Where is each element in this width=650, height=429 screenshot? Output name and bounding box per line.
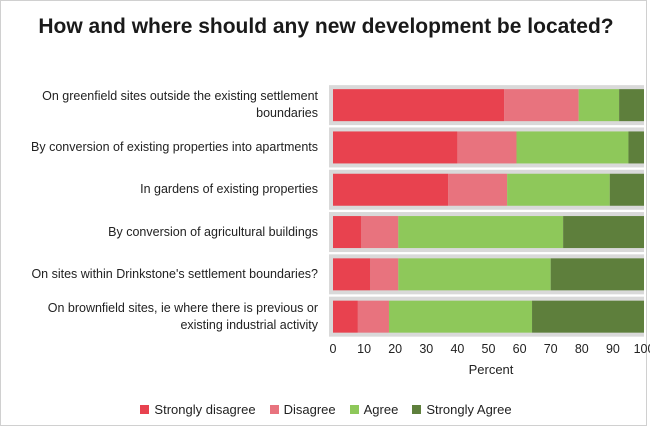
bar-segment <box>333 173 449 206</box>
legend-label: Strongly Agree <box>426 402 512 417</box>
category-label: On greenfield sites outside the existing… <box>42 89 318 121</box>
bar-segment <box>333 89 505 122</box>
legend-item: Agree <box>349 402 399 417</box>
x-axis-title: Percent <box>468 362 514 377</box>
legend-swatch <box>412 405 422 414</box>
bar-segment <box>550 258 644 291</box>
category-label: By conversion of existing properties int… <box>31 139 318 154</box>
x-tick-label: 20 <box>388 342 402 356</box>
bar-segment <box>516 131 629 164</box>
bar-segment <box>398 216 564 249</box>
category-label: On sites within Drinkstone's settlement … <box>31 266 318 281</box>
bar-segment <box>388 300 533 333</box>
x-tick-label: 100 <box>634 342 650 356</box>
chart-title: How and where should any new development… <box>38 15 614 38</box>
bar-segment <box>609 173 644 206</box>
x-tick-label: 90 <box>606 342 620 356</box>
bar-segment <box>504 89 579 122</box>
legend-swatch <box>269 405 279 414</box>
bar-segment <box>507 173 610 206</box>
bar-segment <box>619 89 644 122</box>
bar-segment <box>448 173 508 206</box>
bar-segment <box>333 300 358 333</box>
x-tick-label: 30 <box>419 342 433 356</box>
legend-item: Disagree <box>269 402 336 417</box>
category-label: By conversion of agricultural buildings <box>108 224 318 239</box>
bar-segment <box>628 131 644 164</box>
category-label: On brownfield sites, ie where there is p… <box>47 300 318 332</box>
category-label: In gardens of existing properties <box>140 182 318 197</box>
bar-segment <box>398 258 551 291</box>
legend-item: Strongly disagree <box>140 402 256 417</box>
bar-segment <box>532 300 644 333</box>
bar-segment <box>563 216 644 249</box>
legend-label: Strongly disagree <box>154 402 256 417</box>
x-tick-label: 40 <box>450 342 464 356</box>
bar-segment <box>578 89 620 122</box>
legend-label: Disagree <box>283 402 336 417</box>
x-tick-label: 10 <box>357 342 371 356</box>
bar-segment <box>457 131 517 164</box>
bar-segment <box>360 216 399 249</box>
bar-segment <box>357 300 389 333</box>
legend-swatch <box>349 405 359 414</box>
x-tick-label: 50 <box>482 342 496 356</box>
x-tick-label: 60 <box>513 342 527 356</box>
x-tick-label: 70 <box>544 342 558 356</box>
legend: Strongly disagree Disagree Agree Strongly A… <box>1 402 650 417</box>
x-tick-label: 80 <box>575 342 589 356</box>
bar-segment <box>333 131 458 164</box>
bar-segment <box>333 216 361 249</box>
legend-item: Strongly Agree <box>412 402 512 417</box>
bar-segment <box>333 258 371 291</box>
x-tick-label: 0 <box>330 342 337 356</box>
bar-segment <box>370 258 399 291</box>
legend-label: Agree <box>363 402 399 417</box>
legend-swatch <box>140 405 150 414</box>
